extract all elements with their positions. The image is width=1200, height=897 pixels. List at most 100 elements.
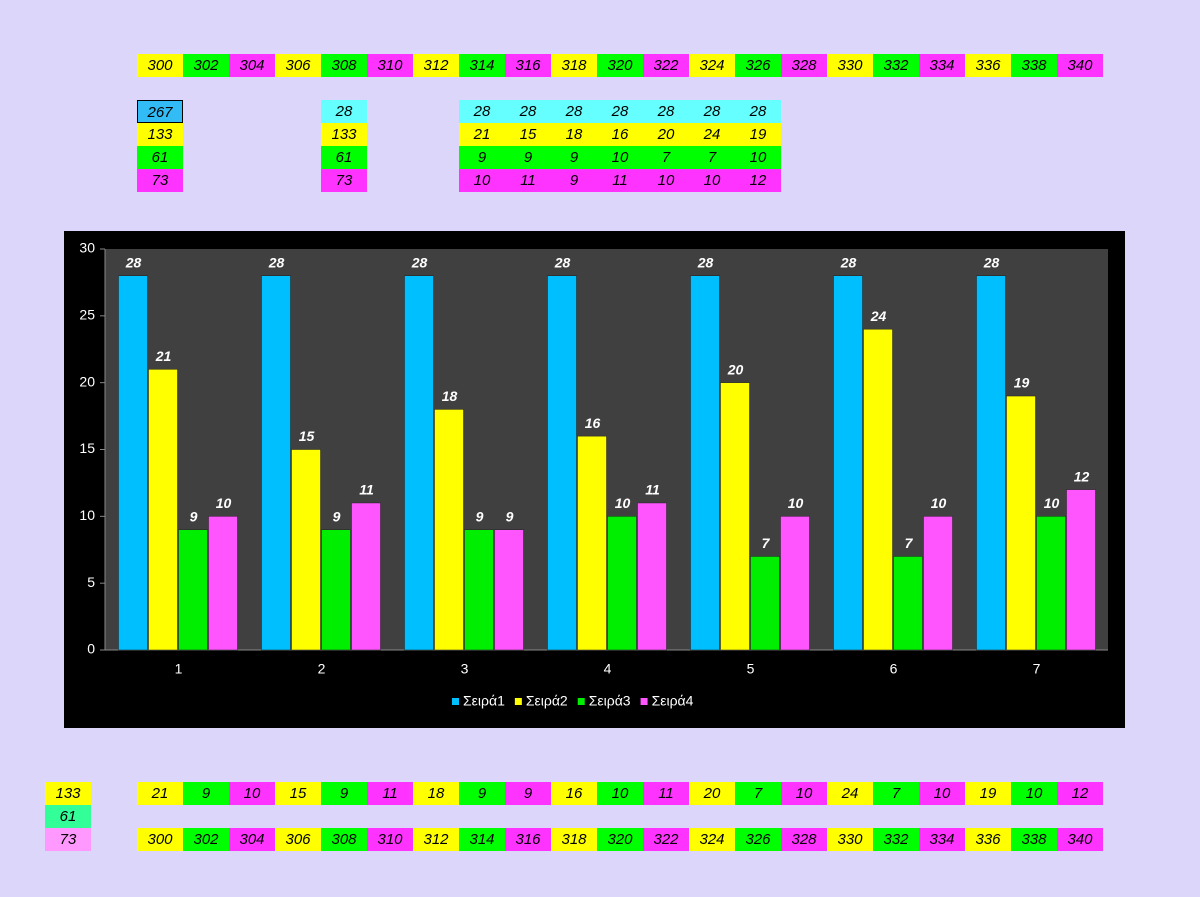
chart: 0 5 10 15 20 25 30 1 28 21 9 10 2 28 15 9 11 3 28 18 9 9 4 28 16… xyxy=(64,231,1125,728)
bar xyxy=(148,369,178,651)
table-cell: 28 xyxy=(689,100,735,123)
sum-cell: 61 xyxy=(321,146,367,169)
value-cell: 21 xyxy=(137,782,183,805)
table-cell: 28 xyxy=(551,100,597,123)
bar xyxy=(321,529,351,651)
header-cell: 330 xyxy=(827,828,873,851)
table-cell: 10 xyxy=(459,169,505,192)
header-cell: 322 xyxy=(643,54,689,77)
x-tick-label: 1 xyxy=(175,661,183,677)
value-cell: 16 xyxy=(551,782,597,805)
table-cell: 11 xyxy=(597,169,643,192)
header-cell: 332 xyxy=(873,828,919,851)
data-label: 9 xyxy=(190,508,198,524)
value-cell: 18 xyxy=(413,782,459,805)
bar xyxy=(118,275,148,651)
bar xyxy=(833,275,863,651)
table-cell: 10 xyxy=(643,169,689,192)
table-cell: 16 xyxy=(597,123,643,146)
value-cell: 20 xyxy=(689,782,735,805)
bar xyxy=(1006,395,1036,651)
data-label: 18 xyxy=(442,388,458,404)
header-cell: 314 xyxy=(459,828,505,851)
legend-label: Σειρά3 xyxy=(589,693,631,709)
bar xyxy=(863,328,893,651)
data-label: 28 xyxy=(411,254,428,270)
value-cell: 10 xyxy=(1011,782,1057,805)
sum-cell: 267 xyxy=(137,100,183,123)
sum-cell: 73 xyxy=(321,169,367,192)
table-cell: 10 xyxy=(597,146,643,169)
sum-cell: 73 xyxy=(137,169,183,192)
bar xyxy=(690,275,720,651)
bar xyxy=(893,556,923,651)
header-cell: 308 xyxy=(321,828,367,851)
table-cell: 15 xyxy=(505,123,551,146)
bar xyxy=(464,529,494,651)
bar xyxy=(750,556,780,651)
table-cell: 10 xyxy=(689,169,735,192)
table-cell: 18 xyxy=(551,123,597,146)
value-cell: 10 xyxy=(229,782,275,805)
sum-cell: 61 xyxy=(45,805,91,828)
header-cell: 338 xyxy=(1011,828,1057,851)
table-cell: 9 xyxy=(505,146,551,169)
value-cell: 11 xyxy=(643,782,689,805)
data-label: 28 xyxy=(554,254,571,270)
data-label: 9 xyxy=(333,508,341,524)
header-cell: 324 xyxy=(689,828,735,851)
value-cell: 9 xyxy=(183,782,229,805)
data-label: 10 xyxy=(615,495,631,511)
data-label: 19 xyxy=(1014,375,1030,391)
sum-cell: 61 xyxy=(137,146,183,169)
header-cell: 300 xyxy=(137,828,183,851)
data-label: 28 xyxy=(840,254,857,270)
legend-marker xyxy=(452,698,459,705)
header-cell: 314 xyxy=(459,54,505,77)
header-cell: 312 xyxy=(413,828,459,851)
bar xyxy=(780,516,810,651)
y-tick-label: 15 xyxy=(79,440,95,456)
table-cell: 28 xyxy=(643,100,689,123)
bar xyxy=(923,516,953,651)
legend-label: Σειρά4 xyxy=(652,693,694,709)
header-cell: 318 xyxy=(551,54,597,77)
header-cell: 334 xyxy=(919,828,965,851)
value-cell: 7 xyxy=(735,782,781,805)
sum-cell: 28 xyxy=(321,100,367,123)
x-tick-label: 2 xyxy=(318,661,326,677)
value-cell: 9 xyxy=(321,782,367,805)
table-cell: 28 xyxy=(735,100,781,123)
sum-cell: 133 xyxy=(321,123,367,146)
sum-cell: 133 xyxy=(45,782,91,805)
header-cell: 306 xyxy=(275,54,321,77)
bar xyxy=(577,435,607,651)
x-tick-label: 6 xyxy=(890,661,898,677)
x-tick-label: 5 xyxy=(747,661,755,677)
data-label: 10 xyxy=(931,495,947,511)
header-cell: 320 xyxy=(597,54,643,77)
bar xyxy=(434,409,464,651)
header-cell: 340 xyxy=(1057,54,1103,77)
data-label: 11 xyxy=(645,482,660,498)
header-cell: 330 xyxy=(827,54,873,77)
table-cell: 24 xyxy=(689,123,735,146)
header-cell: 310 xyxy=(367,828,413,851)
data-label: 15 xyxy=(299,428,315,444)
header-cell: 332 xyxy=(873,54,919,77)
data-label: 10 xyxy=(1044,495,1060,511)
table-cell: 7 xyxy=(689,146,735,169)
value-cell: 9 xyxy=(505,782,551,805)
data-label: 10 xyxy=(788,495,804,511)
bar xyxy=(208,516,238,651)
header-cell: 306 xyxy=(275,828,321,851)
table-cell: 11 xyxy=(505,169,551,192)
sum-cell: 73 xyxy=(45,828,91,851)
table-cell: 28 xyxy=(459,100,505,123)
table-cell: 7 xyxy=(643,146,689,169)
value-cell: 12 xyxy=(1057,782,1103,805)
header-cell: 320 xyxy=(597,828,643,851)
table-cell: 20 xyxy=(643,123,689,146)
header-cell: 300 xyxy=(137,54,183,77)
y-tick-label: 25 xyxy=(79,307,95,323)
